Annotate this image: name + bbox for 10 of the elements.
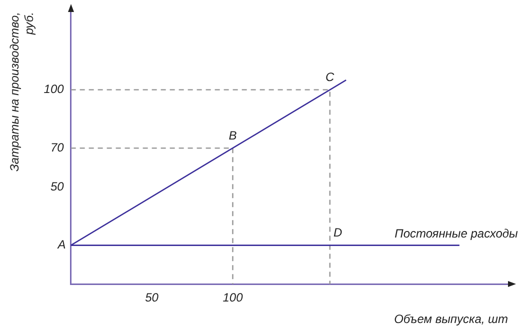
x-axis-title: Объем выпуска, шт: [394, 312, 508, 326]
y-axis-title: Затраты на производство, руб.: [8, 12, 36, 172]
y-tick-label: 50: [50, 179, 64, 194]
y-tick-label: 100: [44, 82, 64, 96]
annotation: D: [334, 226, 343, 240]
y-tick-label: 70: [50, 140, 64, 154]
annotation: B: [228, 128, 237, 142]
annotation: Постоянные расходы: [394, 226, 518, 241]
annotation: C: [326, 70, 335, 84]
annotation: A: [56, 238, 66, 252]
